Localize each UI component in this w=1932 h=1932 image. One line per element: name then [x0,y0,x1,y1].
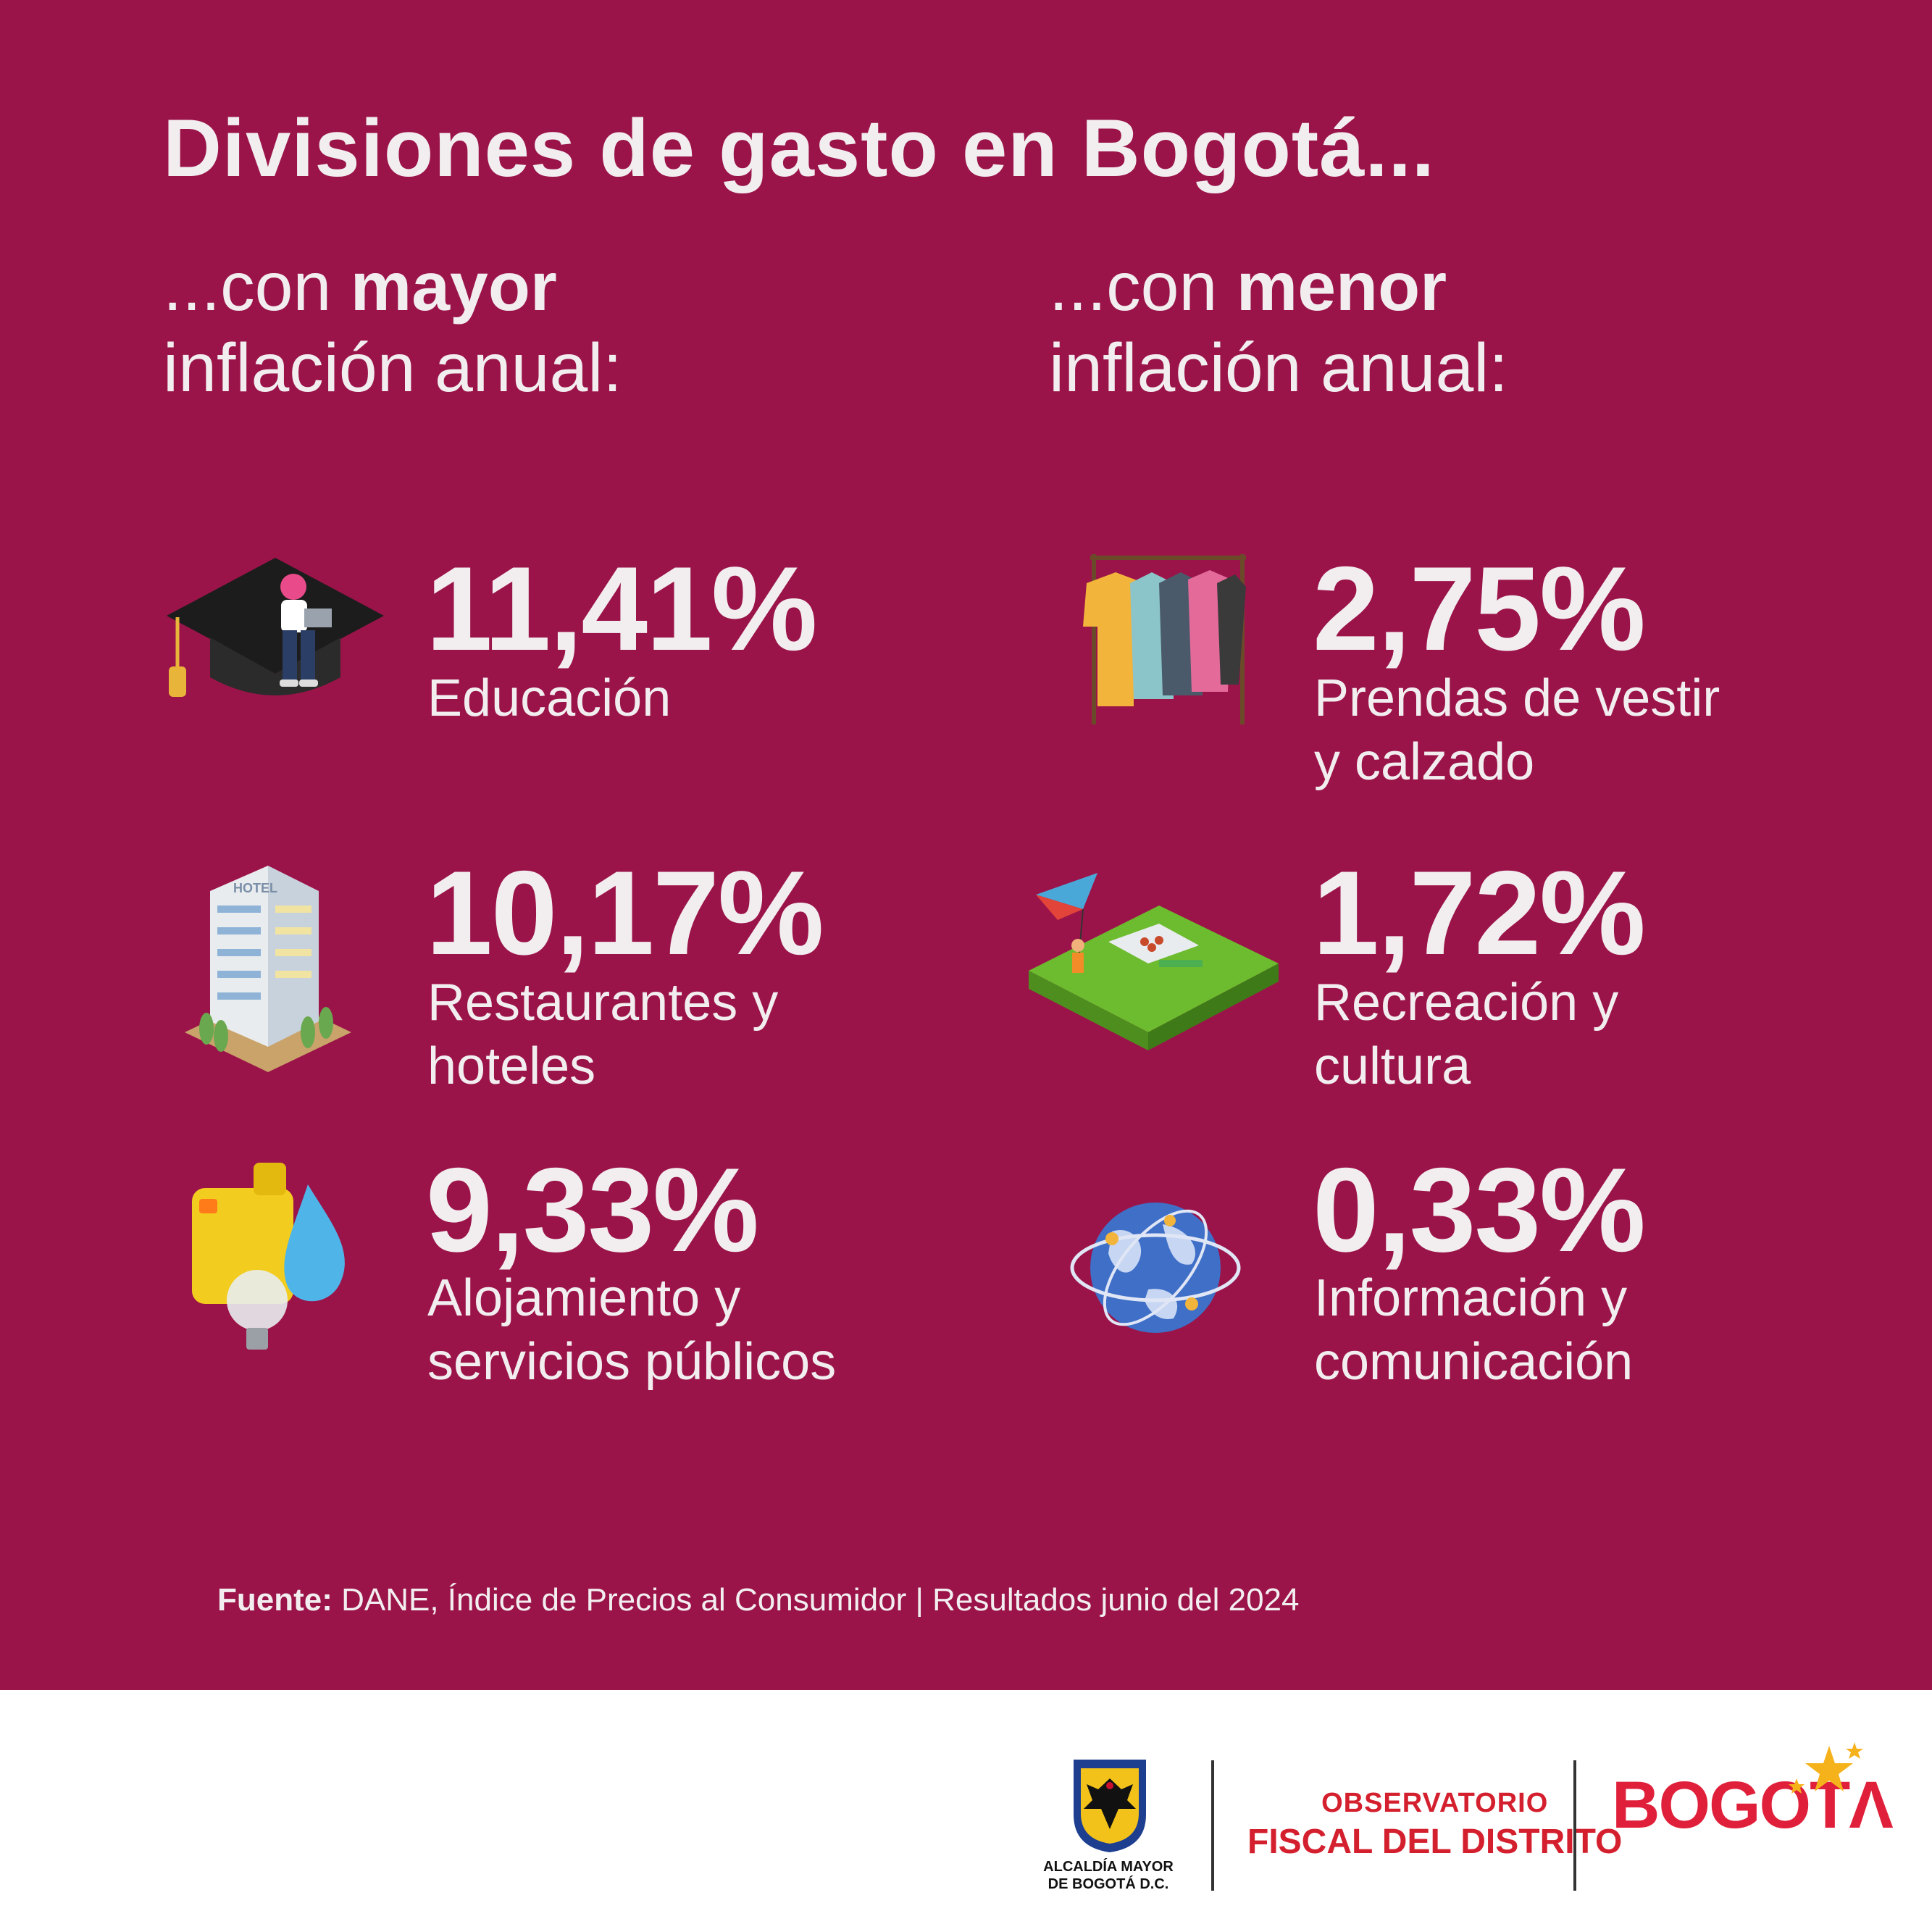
mayor-label-2-line2: hoteles [427,1037,596,1095]
alcaldia-line1: ALCALDÍA MAYOR [1043,1859,1174,1875]
right-heading: ...con menor inflación anual: [1049,246,1508,409]
left-heading: ...con mayor inflación anual: [163,246,622,409]
observatorio-line2: FISCAL DEL DISTRITO [1247,1823,1623,1861]
bogota-coat-of-arms-icon [1074,1760,1146,1852]
menor-label-3: Información y comunicación [1314,1266,1633,1394]
menor-value-3: 0,33% [1313,1143,1646,1276]
menor-label-2-line2: cultura [1314,1037,1471,1095]
clothes-rack-icon [1083,554,1246,724]
menor-label-1-line2: y calzado [1314,733,1535,791]
source-note: Fuente: DANE, Índice de Precios al Consu… [217,1582,1299,1618]
menor-label-2-line1: Recreación y [1314,974,1619,1032]
mayor-value-2: 10,17% [426,846,824,979]
bogota-logo: BOGOTΛ [1612,1768,1894,1842]
mayor-value-1: 11,41% [426,542,818,675]
source-text: DANE, Índice de Precios al Consumidor | … [332,1582,1300,1618]
page-title: Divisiones de gasto en Bogotá... [163,103,1435,193]
source-label: Fuente: [217,1582,333,1618]
mayor-value-3: 9,33% [426,1143,759,1276]
menor-value-2: 1,72% [1313,846,1646,979]
menor-label-1: Prendas de vestir y calzado [1314,666,1720,794]
menor-label-1-line1: Prendas de vestir [1314,669,1720,727]
alcaldia-logo-text: ALCALDÍA MAYOR DE BOGOTÁ D.C. [1036,1858,1181,1893]
left-heading-bold: mayor [350,248,557,325]
menor-label-2: Recreación y cultura [1314,971,1618,1098]
menor-label-3-line1: Información y [1314,1269,1628,1327]
alcaldia-line2: DE BOGOTÁ D.C. [1047,1876,1169,1892]
observatorio-logo: OBSERVATORIO FISCAL DEL DISTRITO [1247,1788,1622,1862]
svg-text:HOTEL: HOTEL [233,881,277,895]
left-heading-prefix: ...con [163,248,351,325]
utilities-icon [192,1163,345,1350]
mayor-label-3-line2: servicios públicos [427,1333,837,1391]
mayor-label-3: Alojamiento y servicios públicos [427,1266,836,1394]
footer-divider [1573,1760,1576,1891]
infographic-panel: Divisiones de gasto en Bogotá... ...con … [0,0,1932,1690]
park-kite-icon [1029,873,1279,1050]
mayor-label-2: Restaurantes y hoteles [427,971,778,1098]
right-heading-prefix: ...con [1049,248,1237,325]
right-heading-line2: inflación anual: [1049,330,1508,406]
right-heading-bold: menor [1236,248,1447,325]
hotel-building-icon: HOTEL [185,866,351,1072]
left-heading-line2: inflación anual: [163,330,622,406]
mayor-label-1-line1: Educación [427,669,672,727]
menor-label-3-line2: comunicación [1314,1333,1634,1391]
mayor-label-2-line1: Restaurantes y [427,974,779,1032]
mayor-label-3-line1: Alojamiento y [427,1269,741,1327]
observatorio-line1: OBSERVATORIO [1321,1788,1549,1818]
globe-network-icon [1070,1203,1241,1333]
stars-icon [1789,1742,1863,1794]
graduation-cap-icon [167,558,384,697]
footer-divider [1211,1760,1214,1891]
menor-value-1: 2,75% [1313,542,1646,675]
mayor-label-1: Educación [427,666,671,730]
